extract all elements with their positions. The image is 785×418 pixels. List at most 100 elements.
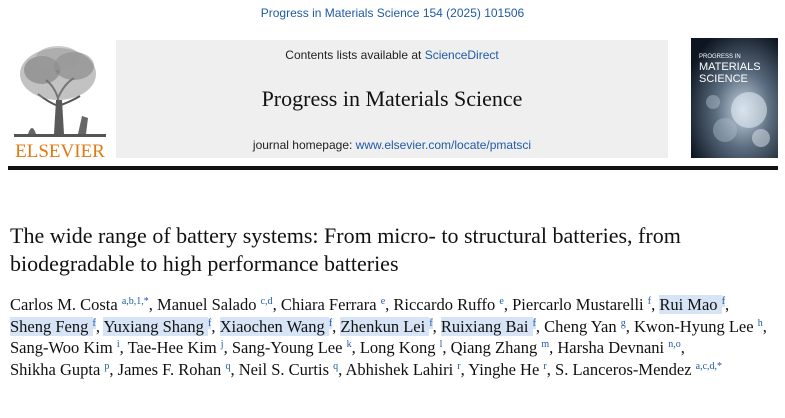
author-name[interactable]: Piercarlo Mustarelli xyxy=(512,295,644,314)
author-entry[interactable]: S. Lanceros-Mendez a,c,d,* xyxy=(555,360,722,379)
journal-cover-image[interactable]: PROGRESS IN MATERIALS SCIENCE xyxy=(691,38,778,158)
author-name[interactable]: Chiara Ferrara xyxy=(280,295,377,314)
author-name[interactable]: James F. Rohan xyxy=(117,359,222,379)
author-entry[interactable]: Zhenkun Lei f xyxy=(340,316,433,336)
author-affiliation-marker[interactable]: m xyxy=(541,339,550,350)
author-separator: , xyxy=(762,316,767,336)
author-affiliation-marker[interactable]: a,b,1,* xyxy=(121,296,149,307)
author-affiliation-marker[interactable]: e xyxy=(380,296,386,307)
author-separator: , xyxy=(338,359,346,379)
author-name[interactable]: Kwon-Hyung Lee xyxy=(633,316,754,336)
author-name[interactable]: Sang-Woo Kim xyxy=(10,338,113,357)
author-name[interactable]: Sheng Feng xyxy=(10,316,89,336)
author-entry[interactable]: Riccardo Ruffo e xyxy=(393,295,503,314)
author-affiliation-marker[interactable]: f xyxy=(207,317,212,329)
elsevier-logo-text: ELSEVIER xyxy=(15,141,105,162)
author-entry[interactable]: Xiaochen Wang f xyxy=(219,316,333,336)
author-entry[interactable]: Piercarlo Mustarelli f xyxy=(512,295,651,314)
author-affiliation-marker[interactable]: f xyxy=(328,317,333,329)
author-affiliation-marker[interactable]: r xyxy=(457,360,461,372)
author-separator: , xyxy=(211,316,220,336)
author-affiliation-marker[interactable]: f xyxy=(429,317,433,329)
author-name[interactable]: Zhenkun Lei xyxy=(340,316,426,336)
author-affiliation-marker[interactable]: p xyxy=(104,360,110,372)
contents-prefix: Contents lists available at xyxy=(285,48,425,62)
author-entry[interactable]: Rui Mao f xyxy=(659,295,726,314)
author-separator: , xyxy=(109,359,118,379)
cover-line-1: PROGRESS IN xyxy=(699,54,741,60)
homepage-prefix: journal homepage: xyxy=(252,138,356,152)
author-affiliation-marker[interactable]: j xyxy=(220,339,224,350)
author-separator: , xyxy=(332,316,341,336)
author-entry[interactable]: Ruixiang Bai f xyxy=(440,316,536,336)
author-name[interactable]: Rui Mao xyxy=(659,295,718,314)
author-name[interactable]: Yinghe He xyxy=(468,359,540,379)
author-affiliation-marker[interactable]: q xyxy=(225,360,231,372)
author-name[interactable]: Carlos M. Costa xyxy=(10,295,118,314)
journal-title: Progress in Materials Science xyxy=(261,86,523,111)
author-name[interactable]: Ruixiang Bai xyxy=(440,316,529,336)
author-name[interactable]: Shikha Gupta xyxy=(10,359,101,379)
author-entry[interactable]: Sheng Feng f xyxy=(10,316,96,336)
author-entry[interactable]: Cheng Yan g xyxy=(544,317,626,336)
author-entry[interactable]: Carlos M. Costa a,b,1,* xyxy=(10,295,149,314)
author-entry[interactable]: Yuxiang Shang f xyxy=(103,316,212,336)
journal-header: Contents lists available at ScienceDirec… xyxy=(116,40,668,158)
elsevier-tree-icon: ELSEVIER xyxy=(8,36,112,162)
sciencedirect-link[interactable]: ScienceDirect xyxy=(424,48,499,62)
author-separator: , xyxy=(119,338,128,357)
author-name[interactable]: Abhishek Lahiri xyxy=(345,359,454,379)
author-affiliation-marker[interactable]: f xyxy=(532,317,536,329)
author-separator: , xyxy=(651,295,660,314)
author-name[interactable]: S. Lanceros-Mendez xyxy=(555,359,692,379)
author-affiliation-marker[interactable]: f xyxy=(92,317,96,329)
author-name[interactable]: Manuel Salado xyxy=(157,295,257,314)
author-affiliation-marker[interactable]: c,d xyxy=(260,296,273,307)
author-affiliation-marker[interactable]: l xyxy=(439,339,443,350)
author-entry[interactable]: Tae-Hee Kim j xyxy=(128,338,224,357)
author-affiliation-marker[interactable]: f xyxy=(647,296,652,307)
author-name[interactable]: Cheng Yan xyxy=(544,316,617,336)
author-separator: , xyxy=(385,295,394,314)
author-name[interactable]: Harsha Devnani xyxy=(557,338,665,357)
author-name[interactable]: Yuxiang Shang xyxy=(103,316,204,336)
author-affiliation-marker[interactable]: f xyxy=(721,296,726,307)
author-affiliation-marker[interactable]: q xyxy=(333,360,339,372)
author-entry[interactable]: Shikha Gupta p xyxy=(10,360,109,379)
author-name[interactable]: Long Kong xyxy=(359,338,436,357)
author-entry[interactable]: Qiang Zhang m xyxy=(451,338,550,357)
author-affiliation-marker[interactable]: i xyxy=(116,339,120,350)
author-entry[interactable]: Abhishek Lahiri r xyxy=(345,360,460,379)
author-name[interactable]: Tae-Hee Kim xyxy=(127,338,217,357)
author-affiliation-marker[interactable]: n,o xyxy=(668,339,681,350)
author-entry[interactable]: Long Kong l xyxy=(360,338,443,357)
author-affiliation-marker[interactable]: g xyxy=(620,317,626,329)
author-entry[interactable]: Kwon-Hyung Lee h xyxy=(634,317,763,336)
author-affiliation-marker[interactable]: r xyxy=(543,360,547,372)
author-entry[interactable]: Yinghe He r xyxy=(468,360,547,379)
contents-availability: Contents lists available at ScienceDirec… xyxy=(116,48,668,62)
author-entry[interactable]: James F. Rohan q xyxy=(118,360,231,379)
author-name[interactable]: Xiaochen Wang xyxy=(219,316,325,336)
author-affiliation-marker[interactable]: h xyxy=(757,317,763,329)
author-entry[interactable]: Neil S. Curtis q xyxy=(239,360,338,379)
journal-citation[interactable]: Progress in Materials Science 154 (2025)… xyxy=(260,6,525,20)
elsevier-logo[interactable]: ELSEVIER xyxy=(8,36,112,162)
author-entry[interactable]: Sang-Young Lee k xyxy=(232,338,352,357)
author-name[interactable]: Sang-Young Lee xyxy=(231,338,343,357)
author-entry[interactable]: Harsha Devnani n,o xyxy=(557,338,680,357)
author-name[interactable]: Neil S. Curtis xyxy=(238,359,329,379)
homepage-link[interactable]: www.elsevier.com/locate/pmatsci xyxy=(355,138,532,152)
header-divider xyxy=(8,166,778,170)
author-affiliation-marker[interactable]: a,c,d,* xyxy=(695,360,723,372)
author-entry[interactable]: Sang-Woo Kim i xyxy=(10,338,120,357)
author-separator: , xyxy=(460,359,469,379)
author-entry[interactable]: Chiara Ferrara e xyxy=(281,295,385,314)
author-separator: , xyxy=(625,316,634,336)
author-affiliation-marker[interactable]: k xyxy=(346,339,352,350)
author-affiliation-marker[interactable]: e xyxy=(499,296,504,307)
author-name[interactable]: Riccardo Ruffo xyxy=(393,295,496,314)
author-entry[interactable]: Manuel Salado c,d xyxy=(157,295,273,314)
author-name[interactable]: Qiang Zhang xyxy=(450,338,538,357)
author-separator: , xyxy=(351,338,360,357)
